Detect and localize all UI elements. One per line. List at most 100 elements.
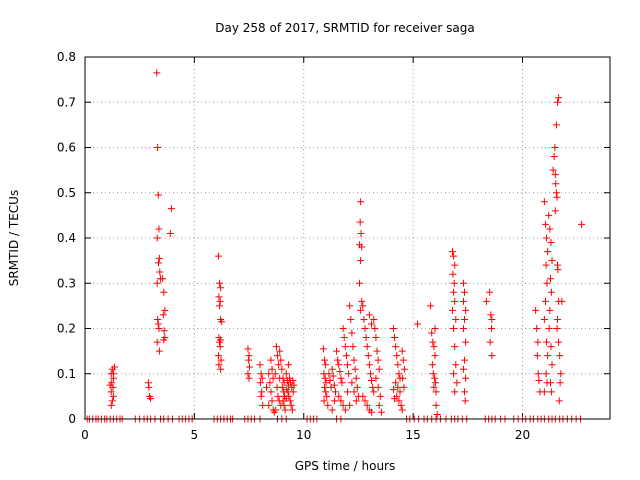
data-points (83, 69, 586, 423)
data-point (282, 395, 290, 403)
data-point (348, 329, 356, 337)
data-point (392, 343, 400, 351)
data-point (365, 311, 373, 319)
data-point (342, 352, 350, 360)
data-point (544, 248, 552, 256)
chart-title: Day 258 of 2017, SRMTID for receiver sag… (215, 21, 475, 35)
data-point (111, 363, 119, 371)
y-tick-label: 0.3 (57, 276, 76, 290)
data-point (257, 370, 265, 378)
data-point (461, 356, 469, 364)
data-point (274, 392, 282, 400)
data-point (215, 361, 223, 369)
data-point (155, 259, 162, 267)
data-point (459, 297, 467, 305)
data-point (279, 374, 287, 382)
data-point (216, 279, 224, 287)
data-point (375, 401, 383, 409)
data-point (107, 401, 115, 409)
data-point (321, 383, 329, 391)
data-point (431, 352, 439, 360)
data-point (154, 315, 162, 323)
data-point (153, 279, 161, 287)
data-point (555, 338, 563, 346)
data-point (324, 401, 332, 409)
data-point (427, 302, 435, 310)
data-point (216, 343, 224, 351)
data-point (275, 361, 283, 369)
data-point (359, 302, 367, 310)
data-point (542, 370, 550, 378)
data-point (449, 248, 456, 256)
data-point (166, 229, 174, 237)
data-point (287, 401, 295, 409)
data-point (265, 401, 273, 409)
data-point (400, 383, 408, 391)
data-point (333, 347, 341, 355)
data-point (154, 320, 162, 328)
data-point (350, 388, 358, 396)
y-tick-label: 0.6 (57, 141, 76, 155)
data-point (396, 388, 404, 396)
data-point (554, 266, 562, 274)
y-tick-label: 0 (68, 412, 76, 426)
data-point (554, 98, 561, 106)
data-point (546, 306, 554, 314)
data-point (323, 392, 331, 400)
data-point (547, 388, 555, 396)
data-point (278, 383, 286, 391)
data-point (288, 406, 296, 414)
x-tick-label: 20 (515, 428, 530, 442)
data-point (370, 388, 378, 396)
data-point (256, 361, 264, 369)
data-point (322, 361, 330, 369)
data-point (546, 225, 554, 233)
data-point (377, 408, 385, 416)
data-point (543, 338, 551, 346)
data-point (371, 325, 379, 332)
data-point (217, 365, 225, 373)
data-point (362, 334, 370, 342)
data-point (376, 392, 384, 400)
data-point (160, 327, 168, 335)
data-point (374, 356, 382, 364)
data-point (218, 318, 226, 326)
data-point (364, 352, 372, 360)
data-point (344, 388, 351, 396)
data-point (553, 193, 561, 201)
data-point (462, 306, 470, 314)
data-point (340, 334, 348, 342)
data-point (107, 388, 115, 396)
data-point (450, 252, 458, 260)
data-point (267, 388, 275, 396)
data-point (399, 356, 407, 364)
data-point (269, 374, 277, 382)
data-point (361, 397, 369, 405)
x-tick-label: 5 (191, 428, 199, 442)
data-point (272, 406, 280, 414)
data-point (290, 381, 298, 389)
data-point (552, 121, 560, 129)
data-point (339, 325, 347, 332)
data-point (391, 334, 399, 342)
data-point (389, 325, 397, 332)
data-point (268, 365, 276, 373)
data-point (372, 374, 380, 382)
data-point (543, 279, 551, 287)
data-point (266, 379, 274, 387)
data-point (395, 370, 403, 378)
data-point (348, 379, 356, 387)
data-point (368, 377, 376, 385)
data-point (284, 361, 292, 369)
data-point (462, 374, 470, 382)
data-point (258, 374, 266, 382)
data-point (352, 374, 360, 382)
data-point (451, 343, 459, 351)
data-point (398, 406, 406, 414)
data-point (535, 377, 543, 385)
data-point (393, 352, 401, 360)
data-point (357, 198, 365, 206)
data-point (430, 343, 438, 351)
data-point (334, 356, 342, 364)
